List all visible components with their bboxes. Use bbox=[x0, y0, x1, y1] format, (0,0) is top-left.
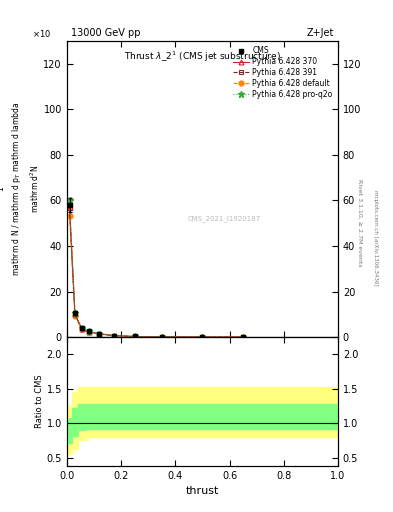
Text: 13000 GeV pp: 13000 GeV pp bbox=[71, 28, 140, 38]
Text: Thrust $\lambda\_2^1$ (CMS jet substructure): Thrust $\lambda\_2^1$ (CMS jet substruct… bbox=[124, 50, 281, 64]
Text: mcplots.cern.ch [arXiv:1306.3436]: mcplots.cern.ch [arXiv:1306.3436] bbox=[373, 190, 378, 286]
Text: $\times$10: $\times$10 bbox=[31, 29, 51, 39]
Legend: CMS, Pythia 6.428 370, Pythia 6.428 391, Pythia 6.428 default, Pythia 6.428 pro-: CMS, Pythia 6.428 370, Pythia 6.428 391,… bbox=[231, 45, 334, 100]
Text: CMS_2021_I1920187: CMS_2021_I1920187 bbox=[187, 215, 261, 222]
Y-axis label: Ratio to CMS: Ratio to CMS bbox=[35, 375, 44, 429]
Text: Rivet 3.1.10, ≥ 2.7M events: Rivet 3.1.10, ≥ 2.7M events bbox=[357, 179, 362, 267]
Y-axis label: 1
mathrm d N / mathrm d p$_T$ mathrm d lambda
mathrm d$^2$N: 1 mathrm d N / mathrm d p$_T$ mathrm d l… bbox=[0, 102, 40, 276]
X-axis label: thrust: thrust bbox=[186, 486, 219, 496]
Text: Z+Jet: Z+Jet bbox=[307, 28, 334, 38]
